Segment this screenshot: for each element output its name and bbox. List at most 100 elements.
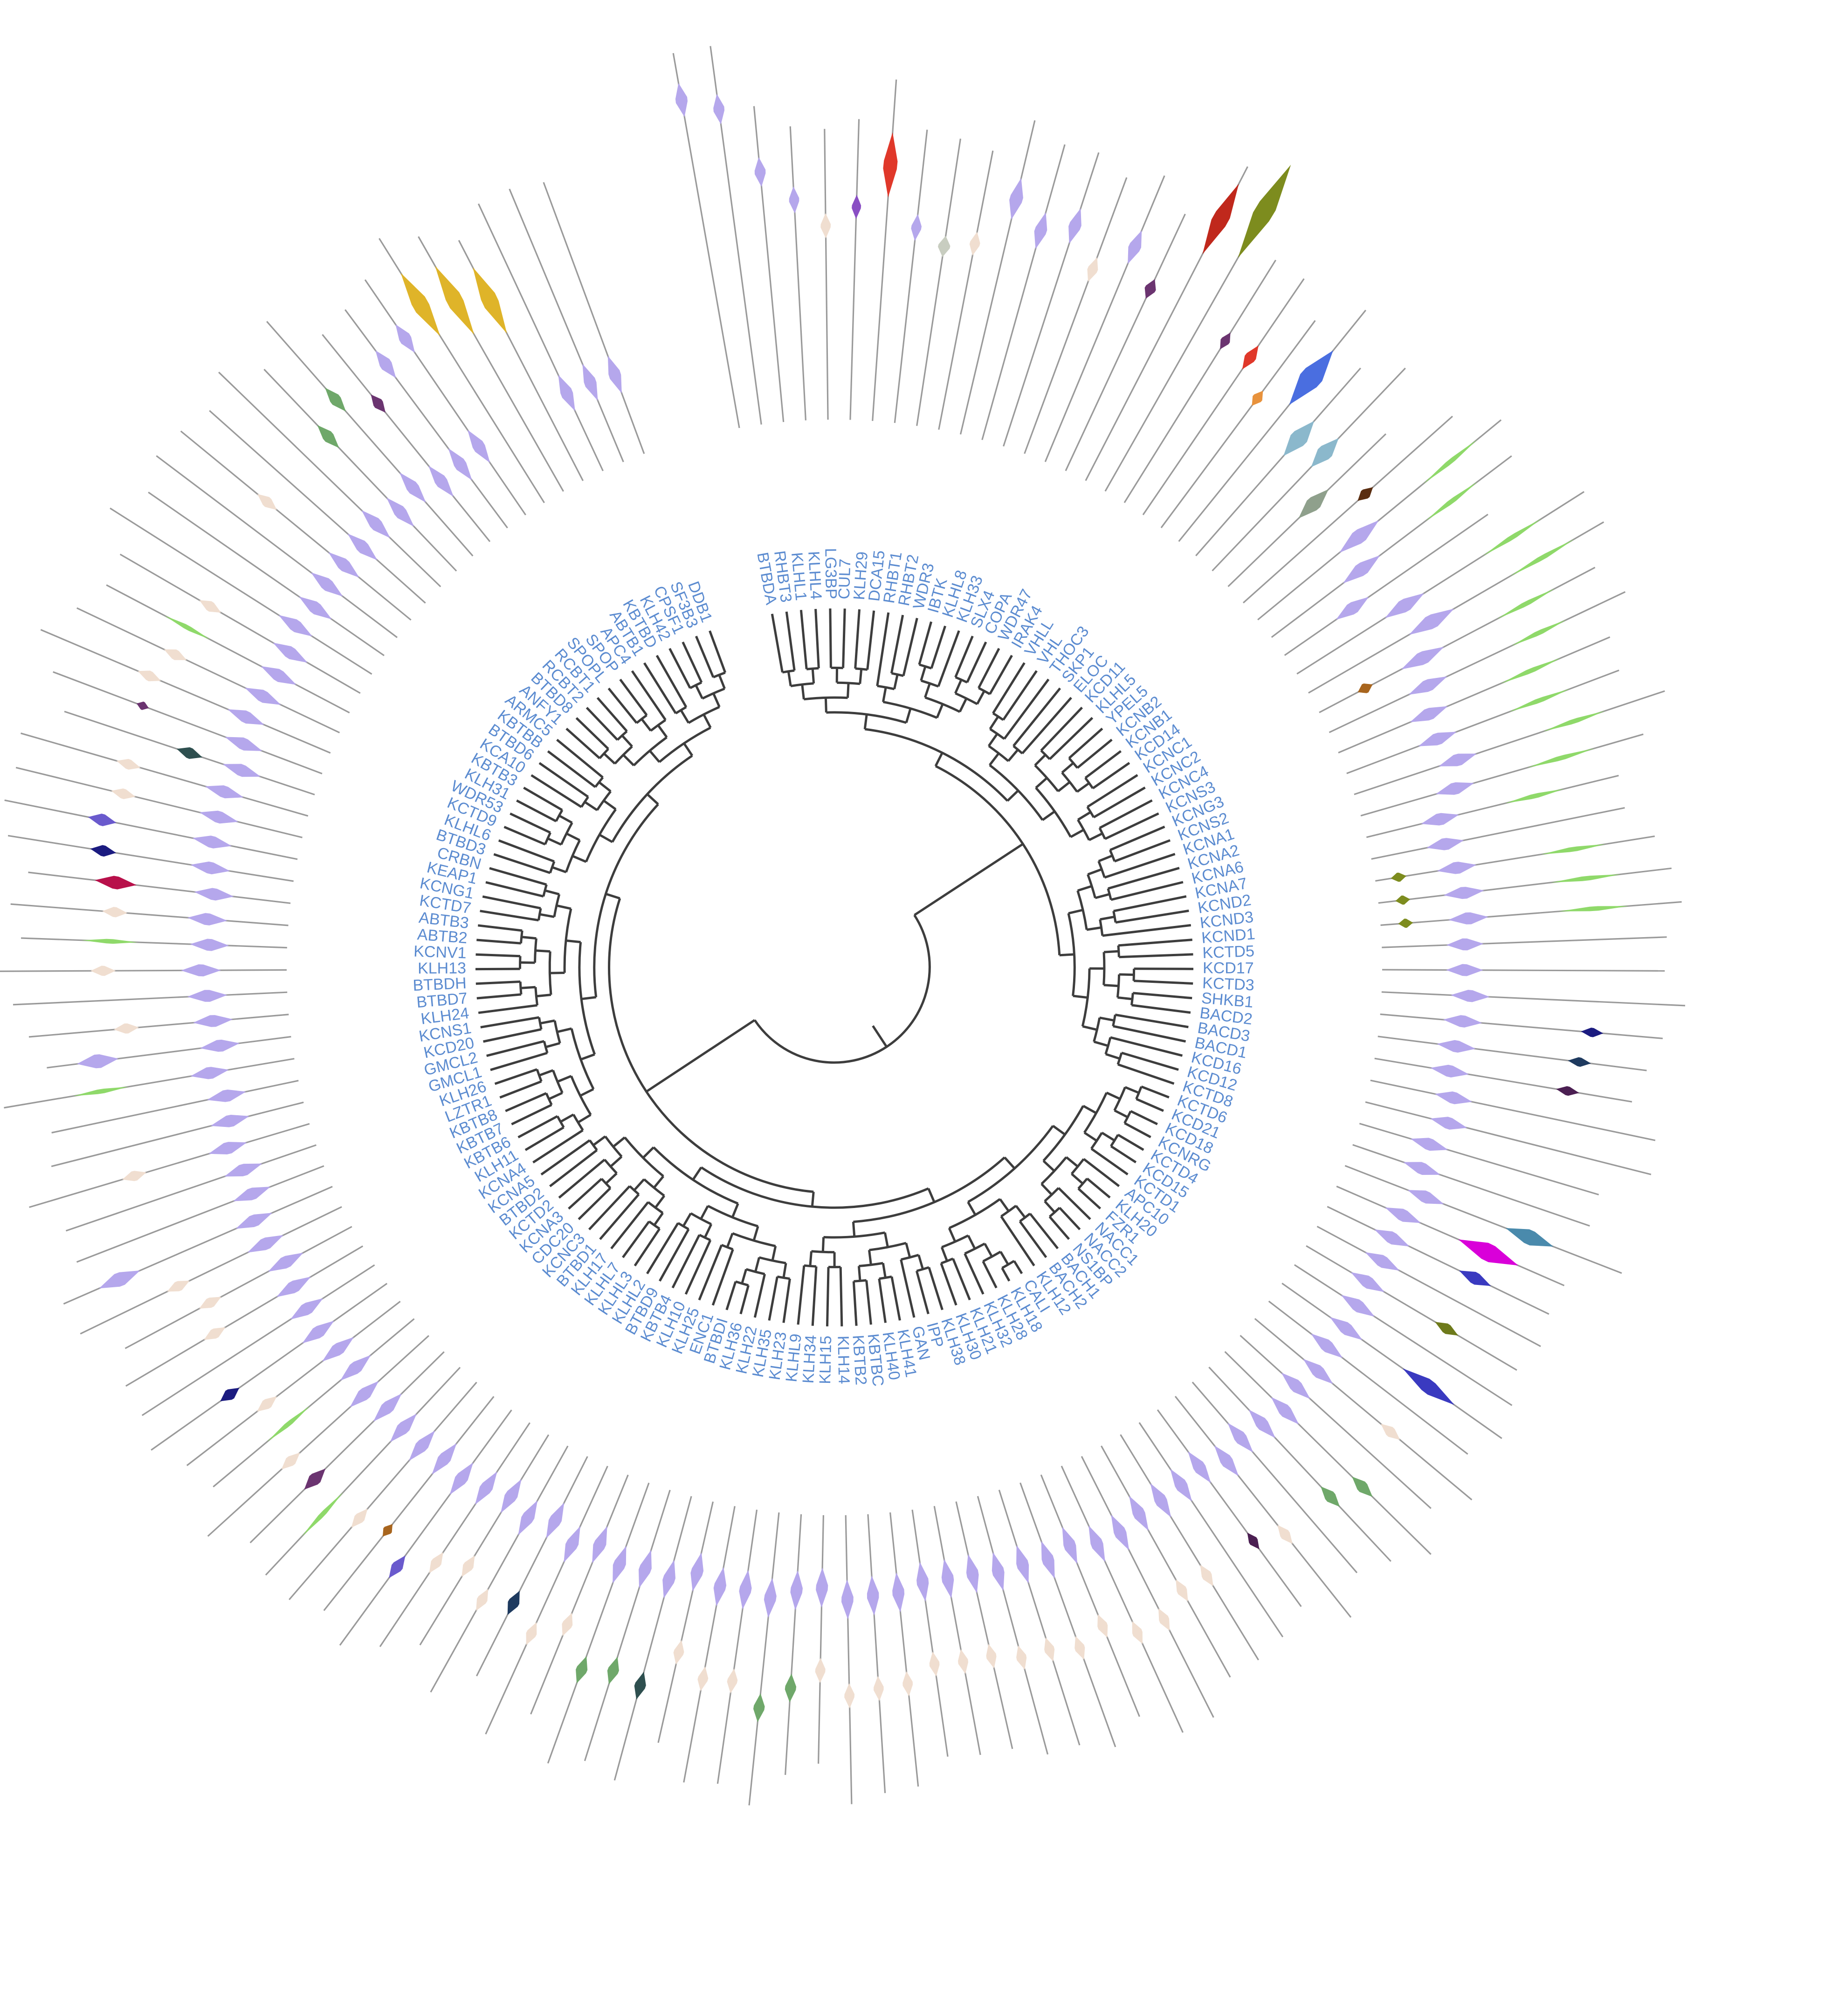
- leaf-marker: [1214, 1445, 1239, 1476]
- leaf-marker: [844, 1683, 855, 1709]
- leaf-marker: [916, 1562, 929, 1602]
- leaf-label[interactable]: KCTD3: [1202, 974, 1254, 994]
- leaf-label[interactable]: KLH13: [418, 960, 466, 977]
- leaf-label[interactable]: KLH15: [816, 1335, 835, 1384]
- leaf-marker: [1482, 518, 1542, 556]
- leaf-marker: [164, 649, 187, 660]
- leaf-ray: [1344, 1165, 1622, 1274]
- leaf-marker: [199, 810, 239, 824]
- leaf-marker: [165, 615, 210, 640]
- leaf-ray: [1327, 1206, 1550, 1315]
- leaf-marker: [1443, 1015, 1482, 1028]
- leaf-label[interactable]: KLHL4: [805, 551, 825, 600]
- leaf-marker: [1510, 539, 1575, 577]
- leaf-ray: [76, 1165, 324, 1263]
- leaf-ray: [7, 835, 294, 882]
- leaf-ray: [1192, 1381, 1358, 1574]
- leaf-label[interactable]: BTBDH: [413, 974, 467, 994]
- leaf-ray: [1212, 367, 1406, 572]
- leaf-marker: [389, 1555, 406, 1578]
- leaf-marker: [222, 764, 261, 777]
- leaf-marker: [1336, 597, 1369, 620]
- leaf-marker: [373, 1393, 402, 1422]
- leaf-marker: [1352, 1477, 1373, 1497]
- leaf-marker: [739, 1570, 752, 1610]
- leaf-ray: [186, 1301, 401, 1466]
- leaf-ray: [509, 188, 624, 463]
- leaf-marker: [690, 1552, 704, 1592]
- leaf-ray: [151, 1283, 388, 1451]
- leaf-ray: [148, 491, 385, 656]
- leaf-ray: [1354, 690, 1665, 795]
- leaf-ray: [10, 903, 289, 926]
- leaf-marker: [929, 1651, 940, 1677]
- leaf-marker: [1459, 1270, 1491, 1286]
- leaf-ray: [981, 144, 1066, 440]
- leaf-marker: [473, 267, 507, 334]
- leaf-marker: [1541, 844, 1605, 855]
- leaf-label[interactable]: KCD17: [1203, 959, 1254, 977]
- leaf-ray: [1294, 1264, 1513, 1406]
- leaf-ray: [323, 1396, 495, 1611]
- leaf-ray: [530, 1474, 629, 1715]
- leaf-ray: [1329, 591, 1626, 733]
- leaf-ray: [716, 1509, 758, 1784]
- leaf-marker: [351, 1508, 368, 1528]
- leaf-label[interactable]: SHKB1: [1201, 989, 1254, 1011]
- leaf-ray: [1254, 1318, 1473, 1501]
- leaf-marker: [1329, 1317, 1363, 1340]
- leaf-ray: [547, 1482, 650, 1764]
- leaf-marker: [276, 1277, 311, 1297]
- leaf-marker: [340, 1355, 371, 1381]
- leaf-ray: [785, 1514, 802, 1775]
- leaf-marker: [167, 1280, 190, 1292]
- leaf-marker: [592, 1526, 607, 1563]
- leaf-label[interactable]: KCND1: [1201, 925, 1256, 947]
- leaf-marker: [1556, 1086, 1579, 1096]
- leaf-label[interactable]: CUL7: [835, 559, 854, 600]
- leaf-label[interactable]: KCNV1: [413, 942, 467, 962]
- leaf-ray: [1371, 807, 1625, 860]
- leaf-marker: [138, 670, 161, 682]
- leaf-marker: [911, 214, 922, 241]
- leaf-marker: [1543, 711, 1605, 732]
- leaf-ray: [998, 1490, 1081, 1746]
- leaf-ray: [818, 1515, 824, 1764]
- leaf-marker: [200, 1039, 240, 1052]
- leaf-ray: [1120, 1434, 1259, 1661]
- leaf-marker: [966, 1554, 979, 1594]
- leaf-marker: [662, 1560, 675, 1599]
- leaf-ray: [209, 410, 426, 604]
- leaf-ray: [872, 79, 897, 421]
- leaf-marker: [247, 1235, 284, 1253]
- leaf-marker: [181, 964, 221, 977]
- leaf-marker: [386, 497, 414, 527]
- leaf-marker: [892, 1572, 905, 1613]
- leaf-label[interactable]: KLH14: [834, 1335, 853, 1384]
- leaf-marker: [187, 913, 227, 925]
- leaf-marker: [1238, 165, 1291, 258]
- leaf-marker: [1075, 1636, 1085, 1660]
- leaf-marker: [375, 350, 396, 378]
- leaf-marker: [102, 907, 128, 918]
- leaf-marker: [317, 425, 339, 448]
- leaf-ray: [364, 279, 526, 516]
- leaf-marker: [816, 1567, 828, 1608]
- leaf-ray: [1382, 969, 1665, 972]
- leaf-marker: [1410, 1138, 1448, 1151]
- leaf-label[interactable]: BTBD7: [416, 989, 468, 1011]
- leaf-label[interactable]: KLH34: [799, 1334, 820, 1384]
- leaf-marker: [1401, 647, 1444, 670]
- leaf-marker: [500, 1479, 522, 1513]
- leaf-label[interactable]: ABTB2: [417, 925, 468, 947]
- leaf-ray: [938, 150, 994, 430]
- leaf-label[interactable]: KCTD5: [1202, 942, 1255, 962]
- leaf-label[interactable]: KBTB2: [849, 1334, 870, 1386]
- leaf-marker: [1559, 906, 1629, 911]
- leaf-label[interactable]: LG3BP: [821, 548, 840, 599]
- leaf-ray: [40, 629, 331, 754]
- leaf-label[interactable]: KLH29: [850, 551, 871, 601]
- leaf-marker: [1357, 684, 1373, 693]
- leaf-marker: [841, 1579, 854, 1620]
